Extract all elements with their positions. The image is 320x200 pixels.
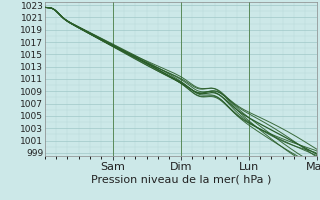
X-axis label: Pression niveau de la mer( hPa ): Pression niveau de la mer( hPa ) [91,174,271,184]
